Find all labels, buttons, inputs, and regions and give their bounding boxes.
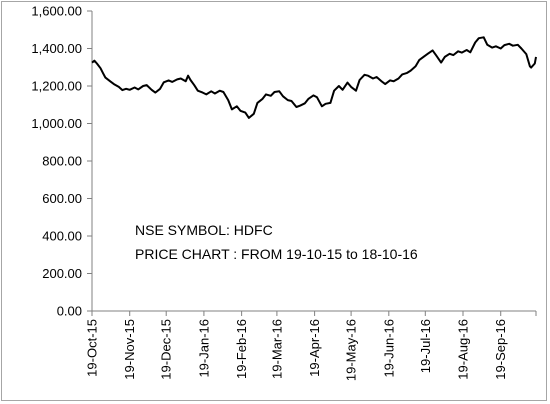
x-axis-ticks: 19-Oct-15 19-Nov-15 19-Dec-15 19-Jan-16 19-F… [85, 311, 537, 381]
y-tick-label: 600.00 [42, 191, 82, 206]
y-tick-label: 200.00 [42, 266, 82, 281]
y-axis-ticks: 0.00 200.00 400.00 600.00 800.00 1,000.00 1,20… [31, 4, 92, 319]
y-tick-label: 0.00 [57, 304, 82, 319]
x-tick-label: 19-Sep-16 [493, 319, 508, 380]
x-tick-label: 19-Aug-16 [456, 319, 471, 380]
y-tick-label: 400.00 [42, 229, 82, 244]
annotation-price-chart-range: PRICE CHART : FROM 19-10-15 to 18-10-16 [135, 246, 418, 262]
y-tick-label: 1,000.00 [31, 116, 82, 131]
x-tick-label: 19-Jan-16 [196, 319, 211, 378]
x-tick-label: 19-Oct-15 [85, 319, 100, 377]
x-tick-label: 19-May-16 [344, 319, 359, 381]
x-tick-label: 19-Nov-15 [122, 319, 137, 380]
x-tick-label: 19-Mar-16 [269, 319, 284, 379]
x-tick-label: 19-Dec-15 [159, 319, 174, 380]
series-line-hdfc-price [91, 36, 537, 119]
x-tick-label: 19-Apr-16 [307, 319, 322, 377]
annotation-nse-symbol: NSE SYMBOL: HDFC [135, 222, 273, 238]
y-tick-label: 1,400.00 [31, 41, 82, 56]
y-tick-label: 800.00 [42, 154, 82, 169]
x-tick-label: 19-Jun-16 [381, 319, 396, 378]
y-tick-label: 1,200.00 [31, 79, 82, 94]
x-tick-label: 19-Feb-16 [234, 319, 249, 379]
x-tick-label: 19-Jul-16 [418, 319, 433, 373]
y-tick-label: 1,600.00 [31, 4, 82, 19]
